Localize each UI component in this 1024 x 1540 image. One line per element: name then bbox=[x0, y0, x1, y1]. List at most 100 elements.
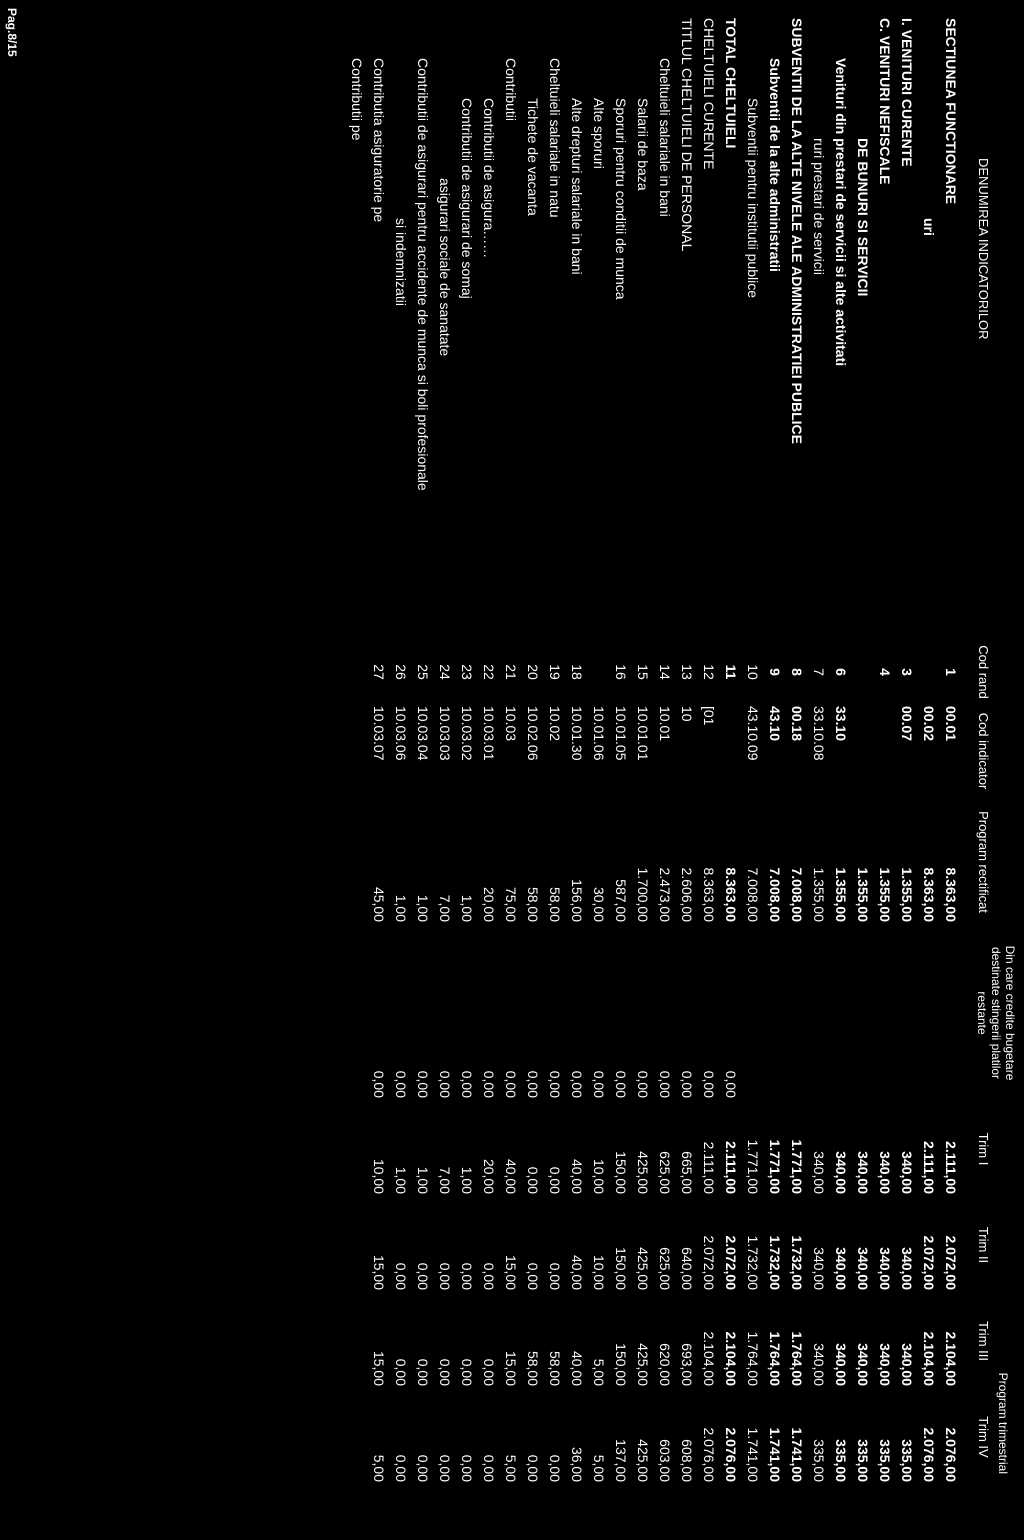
cell-trim2: 15,00 bbox=[371, 1200, 387, 1290]
cell-trim3: 0,00 bbox=[437, 1296, 453, 1386]
table-row: Venituri din prestari de servicii si alt… bbox=[833, 18, 855, 1530]
cell-trim3: 340,00 bbox=[855, 1296, 871, 1386]
cell-trim1: 425,00 bbox=[635, 1104, 651, 1194]
cell-trim2: 2.072,00 bbox=[701, 1200, 717, 1290]
cell-cod-ind: 00.18 bbox=[789, 706, 805, 796]
cell-trim2: 15,00 bbox=[503, 1200, 519, 1290]
cell-cod-rand: 4 bbox=[877, 644, 893, 700]
cell-cod-ind: 00.02 bbox=[921, 706, 937, 796]
cell-prog: 2.606,00 bbox=[679, 802, 695, 922]
cell-trim1: 340,00 bbox=[855, 1104, 871, 1194]
cell-trim1: 340,00 bbox=[899, 1104, 915, 1194]
table-row: ruri prestari de servicii733.10.081.355,… bbox=[811, 18, 833, 1530]
cell-cod-rand: 23 bbox=[459, 644, 475, 700]
table-header: DENUMIREA INDICATORILOR Cod rand Cod ind… bbox=[975, 18, 1016, 1530]
cell-trim1: 2.111,00 bbox=[943, 1104, 959, 1194]
cell-cod-ind: 00.01 bbox=[943, 706, 959, 796]
cell-trim1: 625,00 bbox=[657, 1104, 673, 1194]
cell-trim3: 340,00 bbox=[899, 1296, 915, 1386]
hdr-trim3: Trim III bbox=[975, 1296, 990, 1386]
budget-table: DENUMIREA INDICATORILOR Cod rand Cod ind… bbox=[345, 0, 1024, 1540]
cell-trim4: 1.741,00 bbox=[745, 1392, 761, 1482]
cell-name: uri bbox=[921, 18, 937, 638]
table-row: asigurari sociale de sanatate2410.03.037… bbox=[437, 18, 459, 1530]
cell-name: Venituri din prestari de servicii si alt… bbox=[833, 18, 849, 638]
table-row: DE BUNURI SI SERVICII 1.355,00 340,00 340,0… bbox=[855, 18, 877, 1530]
cell-trim2: 2.072,00 bbox=[723, 1200, 739, 1290]
cell-cod-rand: 16 bbox=[613, 644, 629, 700]
cell-trim3: 58,00 bbox=[547, 1296, 563, 1386]
cell-trim4: 0,00 bbox=[415, 1392, 431, 1482]
cell-cod-rand: 6 bbox=[833, 644, 849, 700]
hdr-program-trimestrial-label: Program trimestrial bbox=[996, 1104, 1010, 1482]
cell-trim1: 665,00 bbox=[679, 1104, 695, 1194]
cell-prog: 1.700,00 bbox=[635, 802, 651, 922]
cell-trim4: 36,00 bbox=[569, 1392, 585, 1482]
cell-name: DE BUNURI SI SERVICII bbox=[855, 18, 871, 638]
cell-cod-rand: 27 bbox=[371, 644, 387, 700]
cell-trim4: 2.076,00 bbox=[723, 1392, 739, 1482]
cell-prog: 1.355,00 bbox=[855, 802, 871, 922]
cell-trim3: 340,00 bbox=[811, 1296, 827, 1386]
cell-cod-ind: 10.03.06 bbox=[393, 706, 409, 796]
cell-trim2: 0,00 bbox=[481, 1200, 497, 1290]
cell-cod-rand: 7 bbox=[811, 644, 827, 700]
hdr-cod-indicator: Cod indicator bbox=[975, 706, 990, 796]
table-row: I. VENITURI CURENTE300.071.355,00340,003… bbox=[899, 18, 921, 1530]
cell-cred: 0,00 bbox=[547, 928, 563, 1098]
cell-prog: 1,00 bbox=[459, 802, 475, 922]
cell-name: Tichete de vacanta bbox=[525, 18, 541, 638]
cell-trim4: 603,00 bbox=[657, 1392, 673, 1482]
cell-trim2: 10,00 bbox=[591, 1200, 607, 1290]
cell-trim2: 0,00 bbox=[393, 1200, 409, 1290]
cell-trim4: 137,00 bbox=[613, 1392, 629, 1482]
cell-name: SECTIUNEA FUNCTIONARE bbox=[943, 18, 959, 638]
cell-cod-rand: 18 bbox=[569, 644, 585, 700]
cell-prog: 58,00 bbox=[525, 802, 541, 922]
cell-cred: 0,00 bbox=[503, 928, 519, 1098]
table-row: Subventii de la alte administratii943.10… bbox=[767, 18, 789, 1530]
cell-prog: 20,00 bbox=[481, 802, 497, 922]
cell-trim1: 40,00 bbox=[503, 1104, 519, 1194]
cell-trim3: 15,00 bbox=[371, 1296, 387, 1386]
hdr-program-trimestrial: Program trimestrial Trim I Trim II Trim … bbox=[975, 1104, 1010, 1482]
cell-trim2: 2.072,00 bbox=[921, 1200, 937, 1290]
cell-trim4: 0,00 bbox=[481, 1392, 497, 1482]
hdr-trim4: Trim IV bbox=[975, 1392, 990, 1482]
cell-trim3: 2.104,00 bbox=[723, 1296, 739, 1386]
cell-cod-ind: 10.01 bbox=[657, 706, 673, 796]
cell-trim4: 5,00 bbox=[591, 1392, 607, 1482]
cell-prog: 156,00 bbox=[569, 802, 585, 922]
cell-name: TOTAL CHELTUIELI bbox=[723, 18, 739, 638]
table-row: Contributia asiguratorie pe2710.03.0745,… bbox=[371, 18, 393, 1530]
cell-trim1: 2.111,00 bbox=[701, 1104, 717, 1194]
cell-trim4: 335,00 bbox=[877, 1392, 893, 1482]
cell-trim2: 2.072,00 bbox=[943, 1200, 959, 1290]
cell-trim2: 340,00 bbox=[833, 1200, 849, 1290]
cell-trim4: 5,00 bbox=[371, 1392, 387, 1482]
cell-name: TITLUL CHELTUIELI DE PERSONAL bbox=[679, 18, 695, 638]
cell-trim2: 0,00 bbox=[525, 1200, 541, 1290]
cell-trim2: 425,00 bbox=[635, 1200, 651, 1290]
cell-name: Subventii de la alte administratii bbox=[767, 18, 783, 638]
cell-cred: 0,00 bbox=[701, 928, 717, 1098]
table-row: C. VENITURI NEFISCALE41.355,00340,00340,… bbox=[877, 18, 899, 1530]
cell-cod-ind: 10.03 bbox=[503, 706, 519, 796]
cell-prog: 2.473,00 bbox=[657, 802, 673, 922]
cell-trim4: 0,00 bbox=[547, 1392, 563, 1482]
table-row: Contributii de asigurari de somaj2310.03… bbox=[459, 18, 481, 1530]
cell-name: Alte sporuri bbox=[591, 18, 607, 638]
cell-prog: 1.355,00 bbox=[811, 802, 827, 922]
table-row: SECTIUNEA FUNCTIONARE100.018.363,002.111… bbox=[943, 18, 965, 1530]
cell-cod-rand: 19 bbox=[547, 644, 563, 700]
cell-cod-rand: 8 bbox=[789, 644, 805, 700]
cell-cred: 0,00 bbox=[569, 928, 585, 1098]
table-row: Alte sporuri10.01.0630,000,0010,0010,005… bbox=[591, 18, 613, 1530]
cell-trim1: 0,00 bbox=[547, 1104, 563, 1194]
cell-name: I. VENITURI CURENTE bbox=[899, 18, 915, 638]
cell-trim3: 340,00 bbox=[877, 1296, 893, 1386]
cell-trim1: 1.771,00 bbox=[745, 1104, 761, 1194]
cell-prog: 8.363,00 bbox=[943, 802, 959, 922]
table-row: Tichete de vacanta2010.02.0658,000,000,0… bbox=[525, 18, 547, 1530]
table-row: Subventii pentru institutii publice1043.… bbox=[745, 18, 767, 1530]
